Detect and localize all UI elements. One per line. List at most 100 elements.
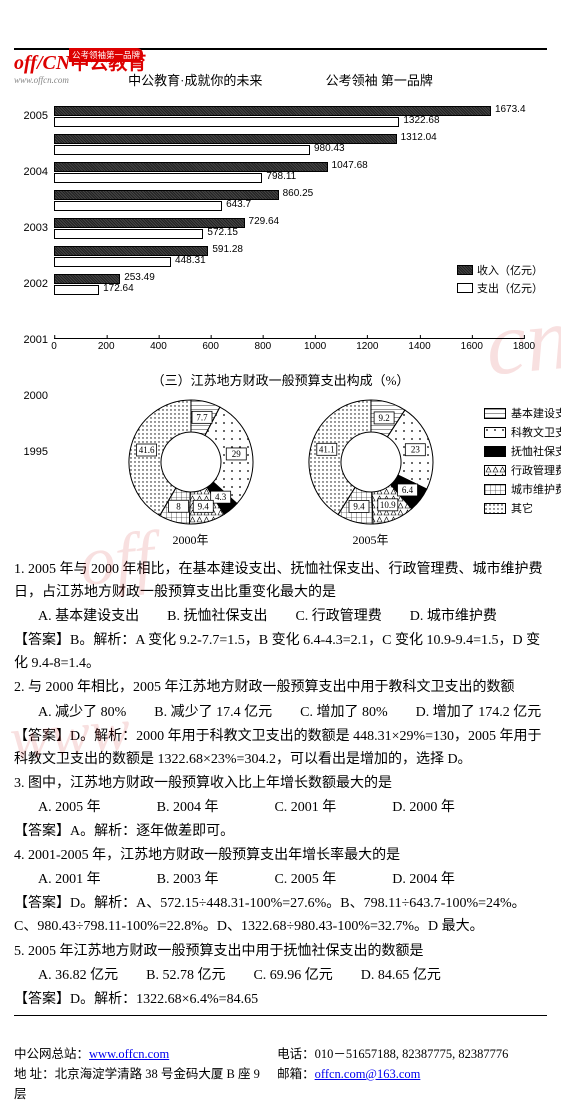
x-tick: 0 bbox=[51, 341, 57, 352]
legend-row: 行政管理费 bbox=[484, 462, 561, 478]
expend-value: 1322.68 bbox=[403, 115, 439, 126]
svg-text:8: 8 bbox=[176, 501, 181, 511]
footer-tel-label: 电话： bbox=[277, 1047, 315, 1061]
svg-text:9.4: 9.4 bbox=[197, 501, 209, 511]
svg-text:41.1: 41.1 bbox=[318, 444, 334, 454]
bar-row: 2001729.64572.15 bbox=[54, 216, 524, 244]
header-left: 中公教育·成就你的未来 bbox=[128, 70, 262, 89]
svg-text:41.6: 41.6 bbox=[138, 445, 154, 455]
expend-bar bbox=[54, 173, 262, 183]
income-bar bbox=[54, 134, 397, 144]
expend-bar bbox=[54, 229, 203, 239]
q5-answer: 【答案】D。解析：1322.68×6.4%=84.65 bbox=[14, 988, 547, 1011]
footer-site-label: 中公网总站： bbox=[14, 1047, 89, 1061]
expend-value: 572.15 bbox=[207, 227, 238, 238]
expend-value: 980.43 bbox=[314, 143, 345, 154]
q2-answer: 【答案】D。解析：2000 年用于科教文卫支出的数额是 448.31×29%=1… bbox=[14, 725, 547, 771]
x-tick: 600 bbox=[202, 341, 219, 352]
income-value: 860.25 bbox=[283, 188, 314, 199]
donut-year-label: 2005年 bbox=[306, 531, 436, 548]
q5-options: A. 36.82 亿元 B. 52.78 亿元 C. 69.96 亿元 D. 8… bbox=[14, 964, 547, 987]
q5-stem: 5. 2005 年江苏地方财政一般预算支出中用于抚恤社保支出的数额是 bbox=[14, 940, 547, 963]
x-tick: 1800 bbox=[513, 341, 535, 352]
bar-row: 20051673.41322.68 bbox=[54, 104, 524, 132]
q1-options: A. 基本建设支出 B. 抚恤社保支出 C. 行政管理费 D. 城市维护费 bbox=[14, 605, 547, 628]
legend-label: 支出（亿元） bbox=[477, 280, 543, 296]
q2-stem: 2. 与 2000 年相比，2005 年江苏地方财政一般预算支出中用于教科文卫支… bbox=[14, 676, 547, 699]
income-value: 1673.4 bbox=[495, 104, 526, 115]
footer-mail-label: 邮箱： bbox=[277, 1067, 315, 1081]
header-right: 公考领袖 第一品牌 bbox=[326, 70, 433, 89]
donut-charts: 7.7294.39.4841.6 2000年 9.2236.410.99.441… bbox=[14, 397, 547, 548]
legend-row: 城市维护费 bbox=[484, 481, 561, 497]
donut-legend: 基本建设支出 科教文卫支出 抚恤社保支出 行政管理费 城市维护费 其它 bbox=[484, 405, 561, 519]
expend-bar bbox=[54, 145, 310, 155]
svg-text:29: 29 bbox=[231, 449, 241, 459]
footer-mail-link[interactable]: offcn.com@163.com bbox=[315, 1067, 421, 1081]
header-text: 中公教育·成就你的未来 公考领袖 第一品牌 bbox=[14, 70, 547, 89]
donut-2000: 7.7294.39.4841.6 2000年 bbox=[126, 397, 256, 548]
legend-row: 科教文卫支出 bbox=[484, 424, 561, 440]
year-label: 2004 bbox=[14, 166, 48, 178]
q1-answer: 【答案】B。解析：A 变化 9.2-7.7=1.5，B 变化 6.4-4.3=2… bbox=[14, 629, 547, 675]
x-axis: 020040060080010001200140016001800 bbox=[54, 338, 524, 352]
footer-rule bbox=[14, 1015, 547, 1016]
year-label: 2003 bbox=[14, 222, 48, 234]
legend-row: 基本建设支出 bbox=[484, 405, 561, 421]
year-label: 2005 bbox=[14, 110, 48, 122]
bar-legend: 收入（亿元） 支出（亿元） bbox=[457, 262, 543, 298]
expend-value: 172.64 bbox=[103, 283, 134, 294]
expend-value: 798.11 bbox=[266, 171, 296, 182]
income-value: 1047.68 bbox=[332, 160, 368, 171]
svg-text:4.3: 4.3 bbox=[215, 492, 227, 502]
bar-chart: 2005 1673.4 1322.68 2004 1312.04 980.43 2003 10… bbox=[14, 104, 547, 364]
q4-stem: 4. 2001-2005 年，江苏地方财政一般预算支出年增长率最大的是 bbox=[14, 844, 547, 867]
expend-value: 448.31 bbox=[175, 255, 206, 266]
bar-row: 1995253.49172.64 bbox=[54, 272, 524, 300]
x-tick: 800 bbox=[255, 341, 272, 352]
income-value: 591.28 bbox=[212, 244, 243, 255]
svg-text:23: 23 bbox=[410, 445, 420, 455]
svg-text:6.4: 6.4 bbox=[401, 485, 413, 495]
bar-row: 20031047.68798.11 bbox=[54, 160, 524, 188]
x-tick: 200 bbox=[98, 341, 115, 352]
x-tick: 1600 bbox=[461, 341, 483, 352]
q3-answer: 【答案】A。解析：逐年做差即可。 bbox=[14, 820, 547, 843]
q3-options: A. 2005 年 B. 2004 年 C. 2001 年 D. 2000 年 bbox=[14, 796, 547, 819]
income-value: 253.49 bbox=[124, 272, 155, 283]
footer-tel: 010－51657188, 82387775, 82387776 bbox=[315, 1047, 509, 1061]
x-tick: 400 bbox=[150, 341, 167, 352]
questions-block: 1. 2005 年与 2000 年相比，在基本建设支出、抚恤社保支出、行政管理费… bbox=[14, 558, 547, 1011]
page-header: off/CN中公教育 公考领袖第一品牌 www.offcn.com 中公教育·成… bbox=[14, 48, 547, 94]
income-value: 1312.04 bbox=[401, 132, 437, 143]
expend-value: 643.7 bbox=[226, 199, 251, 210]
legend-row: 抚恤社保支出 bbox=[484, 443, 561, 459]
year-label: 2001 bbox=[14, 334, 48, 346]
expend-bar bbox=[54, 257, 171, 267]
q3-stem: 3. 图中，江苏地方财政一般预算收入比上年增长数额最大的是 bbox=[14, 772, 547, 795]
expend-bar bbox=[54, 201, 222, 211]
q2-options: A. 减少了 80% B. 减少了 17.4 亿元 C. 增加了 80% D. … bbox=[14, 701, 547, 724]
bar-row: 2000591.28448.31 bbox=[54, 244, 524, 272]
svg-text:9.4: 9.4 bbox=[353, 501, 365, 511]
bar-row: 2002860.25643.7 bbox=[54, 188, 524, 216]
logo-badge: 公考领袖第一品牌 bbox=[69, 48, 143, 62]
q4-options: A. 2001 年 B. 2003 年 C. 2005 年 D. 2004 年 bbox=[14, 868, 547, 891]
footer-site-link[interactable]: www.offcn.com bbox=[89, 1047, 169, 1061]
x-tick: 1000 bbox=[304, 341, 326, 352]
q1-stem: 1. 2005 年与 2000 年相比，在基本建设支出、抚恤社保支出、行政管理费… bbox=[14, 558, 547, 604]
x-tick: 1400 bbox=[408, 341, 430, 352]
q4-answer: 【答案】D。解析：A、572.15÷448.31-100%=27.6%。B、79… bbox=[14, 892, 547, 938]
section-title: （三）江苏地方财政一般预算支出构成（%） bbox=[14, 370, 547, 389]
legend-swatch-income bbox=[457, 265, 473, 275]
legend-label: 收入（亿元） bbox=[477, 262, 543, 278]
bar-row: 20041312.04980.43 bbox=[54, 132, 524, 160]
footer: 中公网总站：www.offcn.com 地 址：北京海淀学清路 38 号金码大厦… bbox=[14, 1044, 547, 1104]
footer-addr-label: 地 址： bbox=[14, 1067, 55, 1081]
svg-text:10.9: 10.9 bbox=[379, 500, 395, 510]
x-tick: 1200 bbox=[356, 341, 378, 352]
legend-swatch-expend bbox=[457, 283, 473, 293]
svg-text:7.7: 7.7 bbox=[196, 412, 208, 422]
legend-row: 其它 bbox=[484, 500, 561, 516]
expend-bar bbox=[54, 285, 99, 295]
